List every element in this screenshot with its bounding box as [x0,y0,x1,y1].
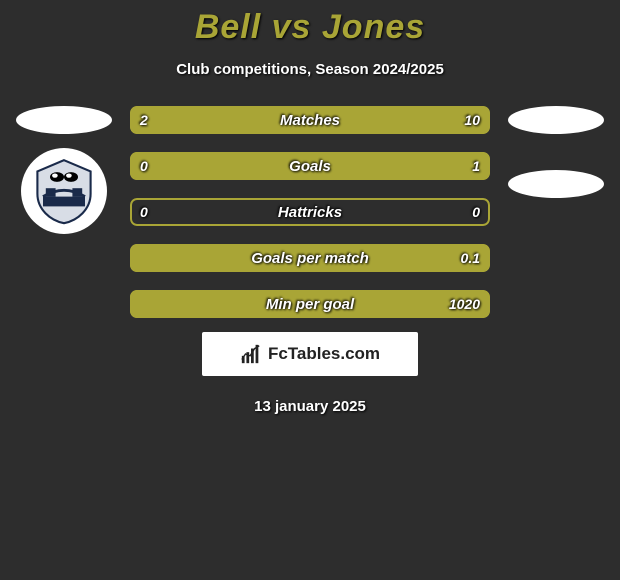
stat-bar: Goals per match0.1 [130,244,490,272]
brand-text: FcTables.com [268,344,380,364]
brand-logo[interactable]: FcTables.com [202,332,418,376]
stat-value-right: 1020 [449,296,480,312]
comparison-infographic: Bell vs Jones Club competitions, Season … [0,0,620,415]
stat-label: Goals [130,158,490,175]
stat-value-right: 0.1 [461,250,480,266]
stat-bar: Goals0 1 [130,152,490,180]
left-player-column [8,106,120,318]
stat-label: Min per goal [130,296,490,313]
stat-bar: Hattricks0 0 [130,198,490,226]
stat-label: Hattricks [130,204,490,221]
club-crest-left [21,148,107,234]
stat-value-right: 10 [464,112,480,128]
stat-value-left: 0 [140,204,148,220]
crest-icon [29,156,99,226]
stat-bar: Matches2 10 [130,106,490,134]
chart-icon [240,343,262,365]
stat-value-right: 1 [472,158,480,174]
stat-value-left: 2 [140,112,148,128]
right-player-column [500,106,612,318]
body-row: Matches210Goals01Hattricks00Goals per ma… [0,106,620,318]
player-photo-placeholder-left [16,106,112,134]
stat-label: Matches [130,112,490,129]
stats-column: Matches210Goals01Hattricks00Goals per ma… [120,106,500,318]
player-photo-placeholder-right-1 [508,106,604,134]
stat-value-right: 0 [472,204,480,220]
page-title: Bell vs Jones [0,8,620,47]
player-photo-placeholder-right-2 [508,170,604,198]
stat-value-left: 0 [140,158,148,174]
stat-bar: Min per goal1020 [130,290,490,318]
stat-label: Goals per match [130,250,490,267]
subtitle: Club competitions, Season 2024/2025 [0,61,620,78]
date-text: 13 january 2025 [0,398,620,415]
